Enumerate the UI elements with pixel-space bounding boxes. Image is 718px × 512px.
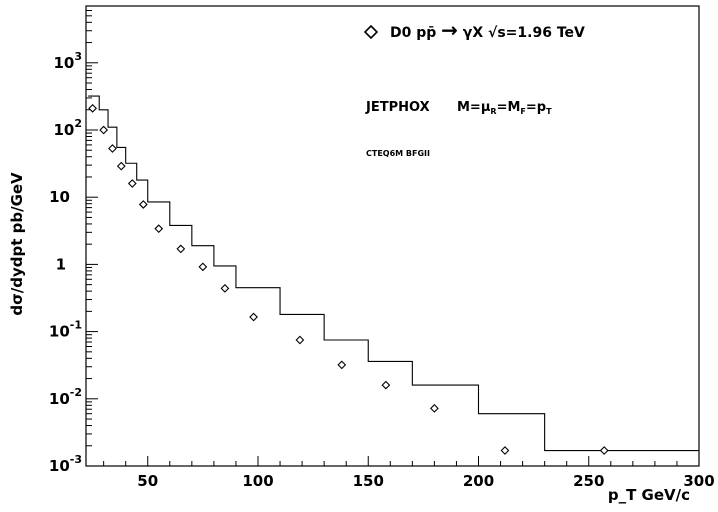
plot-frame — [85, 5, 700, 467]
x-tick-label: 200 — [463, 472, 494, 490]
data-point-diamond — [430, 404, 439, 413]
legend: D0 pp̄ → γX √s=1.96 TeV — [363, 18, 585, 42]
data-point-diamond — [381, 380, 391, 390]
data-point-diamond — [337, 360, 347, 370]
y-tick-label: 103 — [53, 50, 82, 72]
data-point-diamond — [138, 200, 148, 209]
data-point-diamond — [176, 244, 186, 254]
data-point-diamond — [88, 103, 97, 113]
data-point-diamond — [295, 335, 305, 345]
y-tick-label: 10-3 — [49, 453, 82, 475]
y-tick-label: 10 — [49, 188, 70, 206]
y-tick-label: 1 — [56, 255, 66, 273]
data-point-diamond — [99, 125, 109, 135]
x-axis-title: p_T GeV/c — [608, 486, 690, 504]
data-point-diamond — [108, 144, 117, 153]
x-tick-label: 50 — [137, 472, 158, 490]
y-tick-label: 10-2 — [49, 386, 82, 408]
data-point-diamond — [249, 312, 258, 322]
data-point-diamond — [127, 179, 137, 188]
x-tick-label: 100 — [242, 472, 273, 490]
jetphox-histogram-line — [88, 95, 699, 452]
data-point-diamond — [599, 446, 609, 455]
legend-label: D0 pp̄ → γX √s=1.96 TeV — [390, 18, 585, 42]
data-point-diamond — [500, 446, 510, 455]
d0-data-points — [88, 103, 609, 455]
data-point-diamond — [154, 224, 164, 234]
x-tick-label: 150 — [353, 472, 384, 490]
y-axis-title: dσ/dydpt pb/GeV — [8, 172, 26, 316]
x-tick-label: 300 — [683, 472, 714, 490]
model-label: JETPHOX — [365, 100, 430, 115]
y-axis-ticks: 10-3 10-2 10-1 1 10 102 103 — [49, 5, 98, 475]
data-point-diamond — [116, 161, 126, 171]
x-tick-label: 250 — [573, 472, 604, 490]
x-axis-ticks: 50 100 150 200 250 300 — [103, 456, 715, 490]
legend-label-main: D0 pp̄ — [390, 25, 436, 41]
y-tick-label: 10-1 — [49, 319, 82, 341]
y-tick-label: 102 — [53, 117, 82, 139]
legend-label-arrow: → — [441, 18, 458, 42]
data-point-diamond — [198, 262, 208, 272]
pdf-label: CTEQ6M BFGII — [366, 149, 430, 158]
data-point-diamond — [220, 283, 230, 293]
legend-label-rest: γX √s=1.96 TeV — [463, 25, 585, 41]
scales-label: M=μR=MF=pT — [457, 100, 552, 116]
legend-diamond-marker — [363, 24, 379, 40]
